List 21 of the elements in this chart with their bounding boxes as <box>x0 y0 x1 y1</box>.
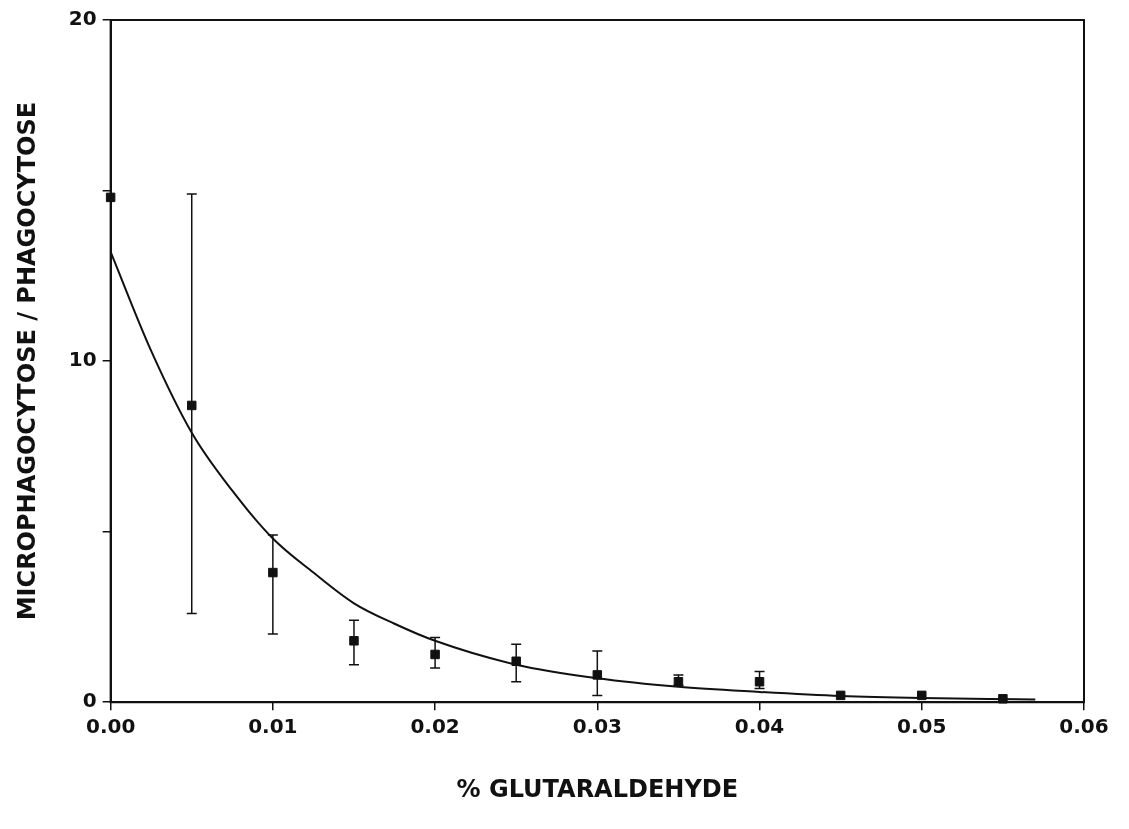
point <box>187 400 197 411</box>
x-tick-label: 0.03 <box>572 714 622 739</box>
x-tick-label: 0.06 <box>1059 714 1109 739</box>
y-tick-label: 0 <box>82 688 97 713</box>
x-tick-label: 0.02 <box>410 714 460 739</box>
point <box>349 636 359 646</box>
x-tick-label: 0.01 <box>248 714 298 739</box>
x-tick-label: 0.05 <box>897 714 947 739</box>
point <box>917 690 927 701</box>
x-axis-title: % GLUTARALDEHYDE <box>456 774 739 803</box>
y-tick-label: 10 <box>68 347 97 372</box>
x-tick-label: 0.04 <box>734 714 785 739</box>
point <box>511 656 521 667</box>
point <box>998 694 1008 704</box>
point <box>105 192 116 203</box>
point <box>835 690 846 701</box>
y-tick-label: 20 <box>68 6 97 31</box>
point <box>592 670 603 680</box>
y-axis-title: MICROPHAGOCYTOSE / PHAGOCYTOSE <box>12 101 41 621</box>
point <box>754 676 765 687</box>
x-tick-label: 0.00 <box>85 714 136 739</box>
